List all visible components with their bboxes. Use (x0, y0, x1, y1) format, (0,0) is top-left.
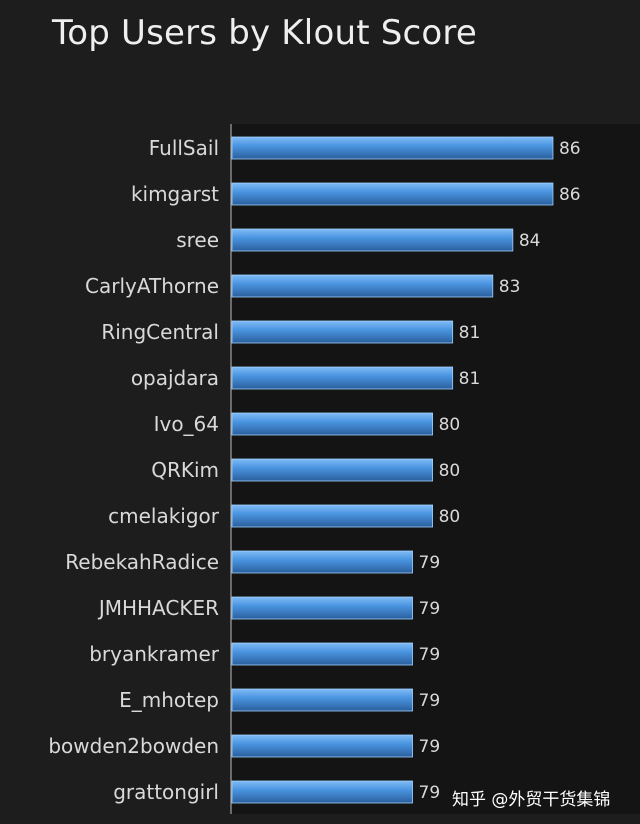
category-label: FullSail (149, 136, 219, 160)
bar (231, 642, 413, 666)
category-label: cmelakigor (108, 504, 220, 528)
bar (231, 504, 434, 528)
category-label: JMHHACKER (97, 596, 219, 620)
bar (231, 228, 514, 252)
category-label: grattongirl (113, 780, 219, 804)
bar (231, 734, 413, 758)
category-label: RingCentral (101, 320, 219, 344)
bar (231, 596, 413, 620)
value-label: 81 (459, 323, 481, 343)
value-label: 79 (419, 737, 441, 757)
value-label: 86 (559, 139, 581, 159)
category-label: E_mhotep (119, 688, 219, 712)
value-label: 84 (519, 231, 541, 251)
category-label: bryankramer (89, 642, 220, 666)
bar (231, 412, 434, 436)
value-label: 83 (499, 277, 521, 297)
bar (231, 366, 454, 390)
bar (231, 688, 413, 712)
bar (231, 274, 494, 298)
category-label: RebekahRadice (65, 550, 219, 574)
value-label: 79 (419, 691, 441, 711)
value-label: 80 (439, 507, 461, 527)
category-label: kimgarst (131, 182, 219, 206)
bar (231, 182, 554, 206)
bar (231, 550, 413, 574)
value-label: 79 (419, 599, 441, 619)
value-label: 80 (439, 461, 461, 481)
bar (231, 320, 454, 344)
watermark: 知乎 @外贸干货集锦 (452, 790, 611, 810)
bar (231, 780, 413, 804)
category-label: opajdara (131, 366, 219, 390)
category-label: QRKim (151, 458, 219, 482)
category-label: sree (176, 228, 219, 252)
value-label: 79 (419, 645, 441, 665)
value-label: 86 (559, 185, 581, 205)
bar (231, 136, 554, 160)
value-label: 81 (459, 369, 481, 389)
value-label: 80 (439, 415, 461, 435)
value-label: 79 (419, 783, 441, 803)
value-label: 79 (419, 553, 441, 573)
bar (231, 458, 434, 482)
category-label: Ivo_64 (154, 412, 219, 436)
chart-title: Top Users by Klout Score (52, 13, 477, 53)
category-label: bowden2bowden (48, 734, 219, 758)
category-label: CarlyAThorne (85, 274, 219, 298)
